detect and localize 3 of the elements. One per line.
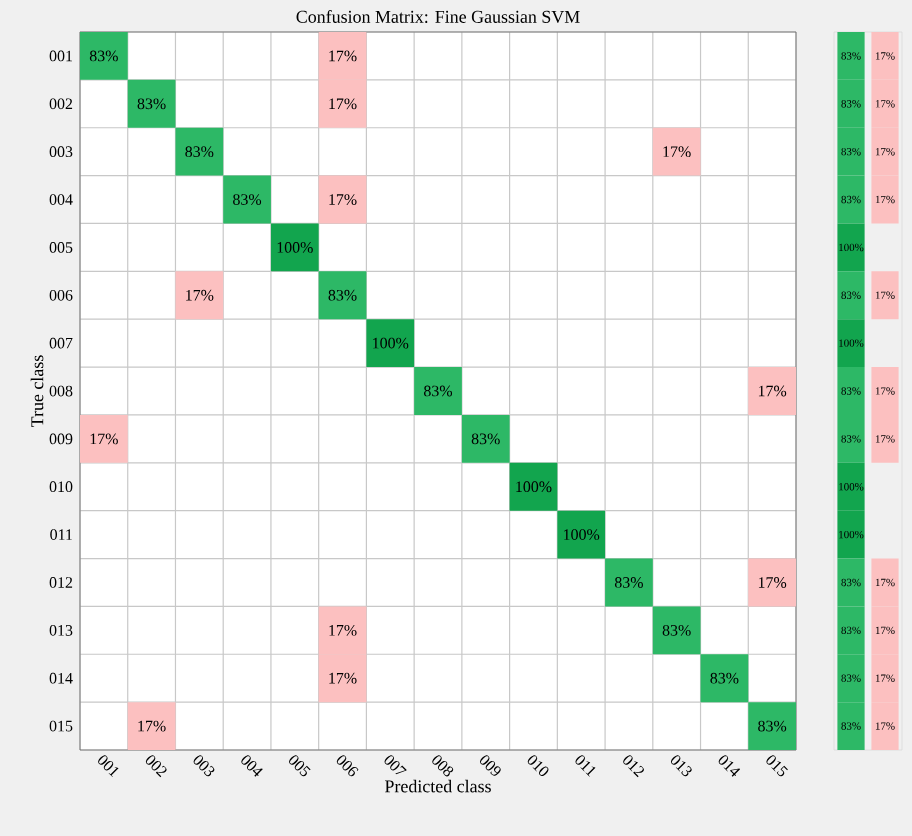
x-axis-title: Predicted class [385, 779, 491, 793]
chart-title: Confusion Matrix: Fine Gaussian SVM [296, 10, 580, 23]
y-axis-title: True class [30, 355, 44, 427]
